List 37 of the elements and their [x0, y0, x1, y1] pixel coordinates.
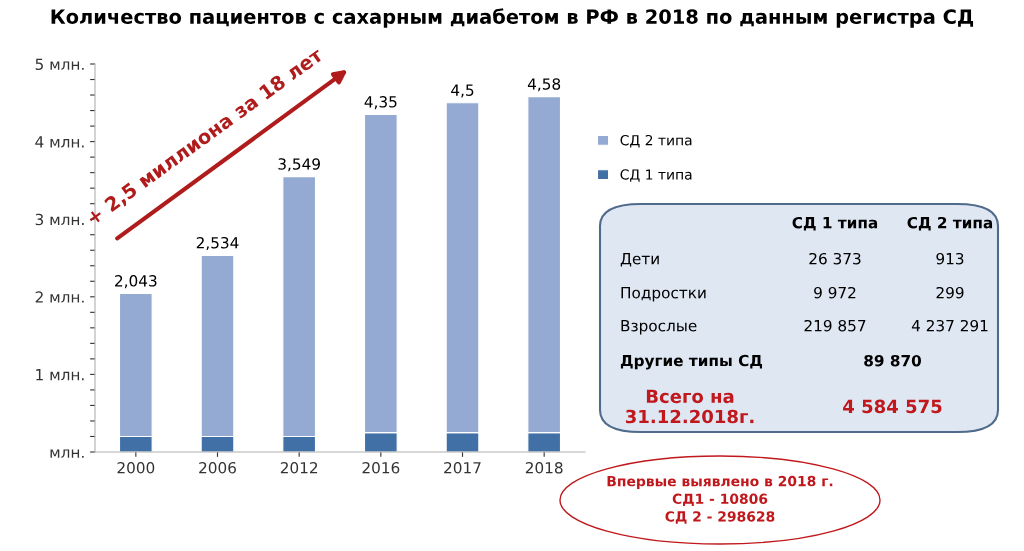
- legend-label: СД 2 типа: [620, 134, 692, 148]
- x-tick-label: 2018: [525, 461, 563, 474]
- x-tick-label: 2016: [362, 461, 400, 474]
- total-label: 2,534: [196, 236, 239, 251]
- text: 299: [936, 286, 964, 299]
- x-tick-label: 2000: [117, 461, 155, 474]
- total-label: 4,35: [364, 96, 397, 110]
- text: 4 584 575: [843, 399, 942, 414]
- text: 913: [936, 252, 964, 265]
- y-tick-label: 5 млн.: [35, 58, 84, 71]
- total-label: 4,5: [451, 84, 474, 98]
- text: 4 237 291: [911, 319, 988, 332]
- text: Взрослые: [621, 320, 697, 335]
- total-label: 3,549: [278, 158, 320, 172]
- text: Подростки: [621, 287, 706, 302]
- y-tick-label: 1 млн.: [36, 369, 84, 381]
- y-tick-label: млн.: [50, 449, 84, 458]
- text: Дети: [620, 253, 659, 267]
- x-tick-label: 2012: [280, 461, 318, 474]
- text: Всего на 31.12.2018г.: [625, 389, 754, 424]
- legend-label: СД 1 типа: [620, 169, 692, 182]
- text: 89 870: [864, 354, 922, 367]
- text: Другие типы СД: [620, 354, 763, 370]
- text: СД 1 типа: [792, 216, 878, 231]
- y-tick-label: 4 млн.: [35, 136, 84, 148]
- x-tick-label: 2006: [199, 461, 236, 474]
- y-tick-label: 2 млн.: [35, 291, 84, 303]
- text: 219 857: [804, 319, 866, 332]
- y-tick-label: 3 млн.: [35, 213, 84, 226]
- total-label: 2,043: [115, 275, 157, 289]
- chart-title: Количество пациентов с сахарным диабетом в РФ в 2018 по данным регистра СД: [51, 8, 974, 28]
- text: Впервые выявлено в 2018 г. СД1 - 10806 СД 2 - 298628: [607, 475, 833, 524]
- x-tick-label: 2017: [444, 461, 481, 474]
- text: 9 972: [814, 286, 856, 299]
- total-label: 4,58: [527, 78, 561, 92]
- text: 26 373: [809, 252, 861, 265]
- text: СД 2 типа: [907, 216, 993, 231]
